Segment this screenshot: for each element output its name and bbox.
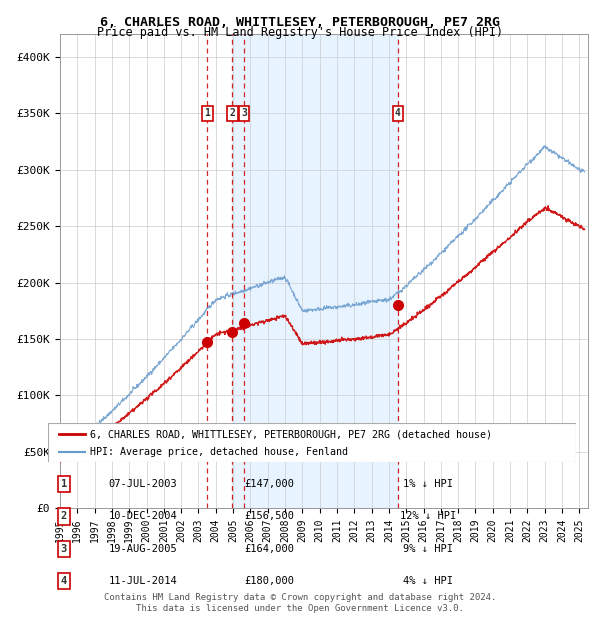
- Text: 9% ↓ HPI: 9% ↓ HPI: [403, 544, 453, 554]
- Text: 10-DEC-2004: 10-DEC-2004: [109, 512, 178, 521]
- FancyBboxPatch shape: [48, 423, 576, 462]
- Text: 6, CHARLES ROAD, WHITTLESEY, PETERBOROUGH, PE7 2RG (detached house): 6, CHARLES ROAD, WHITTLESEY, PETERBOROUG…: [90, 429, 492, 439]
- Text: Price paid vs. HM Land Registry's House Price Index (HPI): Price paid vs. HM Land Registry's House …: [97, 26, 503, 39]
- Text: 1: 1: [61, 479, 67, 489]
- Text: 6, CHARLES ROAD, WHITTLESEY, PETERBOROUGH, PE7 2RG: 6, CHARLES ROAD, WHITTLESEY, PETERBOROUG…: [100, 16, 500, 29]
- Text: £156,500: £156,500: [245, 512, 295, 521]
- Text: 11-JUL-2014: 11-JUL-2014: [109, 576, 178, 586]
- Text: 07-JUL-2003: 07-JUL-2003: [109, 479, 178, 489]
- Text: 1: 1: [205, 108, 211, 118]
- Text: £147,000: £147,000: [245, 479, 295, 489]
- Text: 19-AUG-2005: 19-AUG-2005: [109, 544, 178, 554]
- Text: Contains HM Land Registry data © Crown copyright and database right 2024.
This d: Contains HM Land Registry data © Crown c…: [104, 593, 496, 613]
- Text: 1% ↓ HPI: 1% ↓ HPI: [403, 479, 453, 489]
- Text: 4: 4: [61, 576, 67, 586]
- Text: 3: 3: [61, 544, 67, 554]
- Text: 4% ↓ HPI: 4% ↓ HPI: [403, 576, 453, 586]
- Text: £164,000: £164,000: [245, 544, 295, 554]
- Text: £180,000: £180,000: [245, 576, 295, 586]
- Bar: [232, 34, 398, 508]
- Text: HPI: Average price, detached house, Fenland: HPI: Average price, detached house, Fenl…: [90, 447, 348, 458]
- Text: 2: 2: [229, 108, 235, 118]
- Text: 12% ↓ HPI: 12% ↓ HPI: [400, 512, 456, 521]
- Text: 3: 3: [241, 108, 247, 118]
- Text: 2: 2: [61, 512, 67, 521]
- Text: 4: 4: [395, 108, 401, 118]
